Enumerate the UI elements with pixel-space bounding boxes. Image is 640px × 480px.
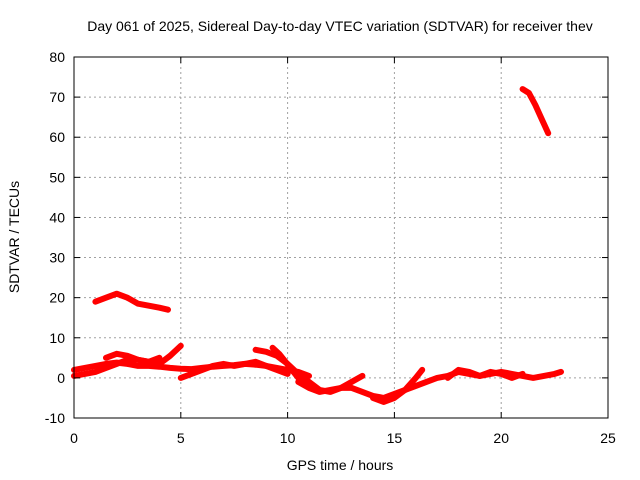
series-track-1 bbox=[92, 290, 171, 313]
y-tick-label: 30 bbox=[49, 250, 65, 266]
series-track-4 bbox=[71, 342, 184, 379]
series-track-2 bbox=[519, 86, 552, 137]
series-track-5 bbox=[103, 350, 163, 365]
y-tick-label: 10 bbox=[49, 330, 65, 346]
y-tick-label: 0 bbox=[57, 370, 65, 386]
y-tick-label: 80 bbox=[49, 49, 65, 65]
series-track-12 bbox=[444, 366, 526, 381]
plot-series bbox=[71, 86, 564, 405]
y-axis-title: SDTVAR / TECUs bbox=[6, 181, 22, 293]
x-tick-label: 10 bbox=[280, 430, 296, 446]
x-tick-label: 20 bbox=[493, 430, 509, 446]
chart-title: Day 061 of 2025, Sidereal Day-to-day VTE… bbox=[87, 18, 593, 34]
y-tick-label: -10 bbox=[45, 410, 65, 426]
series-track-10 bbox=[370, 366, 426, 405]
x-tick-label: 15 bbox=[387, 430, 403, 446]
series-track-6 bbox=[177, 358, 291, 381]
axis-ticks: 0 5 10 15 20 25 -10 0 10 20 30 40 50 60 70 80 bbox=[45, 49, 616, 446]
y-tick-label: 60 bbox=[49, 129, 65, 145]
x-tick-label: 5 bbox=[177, 430, 185, 446]
x-axis-title: GPS time / hours bbox=[287, 457, 394, 473]
x-tick-label: 0 bbox=[70, 430, 78, 446]
x-tick-label: 25 bbox=[600, 430, 616, 446]
y-tick-label: 70 bbox=[49, 89, 65, 105]
series-track-9 bbox=[295, 378, 409, 401]
plot-frame bbox=[73, 56, 609, 419]
y-tick-label: 20 bbox=[49, 290, 65, 306]
y-tick-label: 40 bbox=[49, 209, 65, 225]
y-tick-label: 50 bbox=[49, 169, 65, 185]
